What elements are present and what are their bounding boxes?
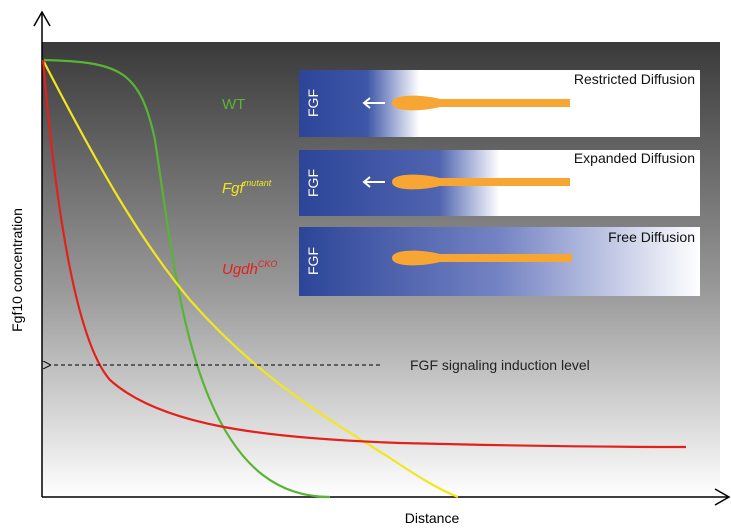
y-label: Fgf10 concentration [9,208,25,332]
x-label: Distance [405,510,460,526]
wt-label: WT [222,96,245,113]
panel-source: FGF [305,89,321,117]
panel-source: FGF [305,169,321,197]
wt-label-text: WT [222,96,245,113]
panel-title: Restricted Diffusion [574,71,695,87]
ugdh-superscript: CKO [258,259,278,269]
mutant-superscript: mutant [244,178,272,188]
ugdh-label-text: Ugdh [222,261,258,278]
panel: FGF Restricted Diffusion [299,70,700,137]
panel-title: Free Diffusion [608,229,695,245]
mutant-label-text: Fgf [222,180,246,197]
diagram: Fgf10 concentration Distance WT Fgfmutan… [0,0,731,529]
panel: FGF Free Diffusion [299,227,700,296]
panel: FGF Expanded Diffusion [299,150,700,216]
threshold-label: FGF signaling induction level [410,357,590,373]
panel-source: FGF [305,247,321,275]
page: {"axes": {"y_label": "Fgf10 concentratio… [0,0,731,529]
panel-title: Expanded Diffusion [574,150,695,166]
